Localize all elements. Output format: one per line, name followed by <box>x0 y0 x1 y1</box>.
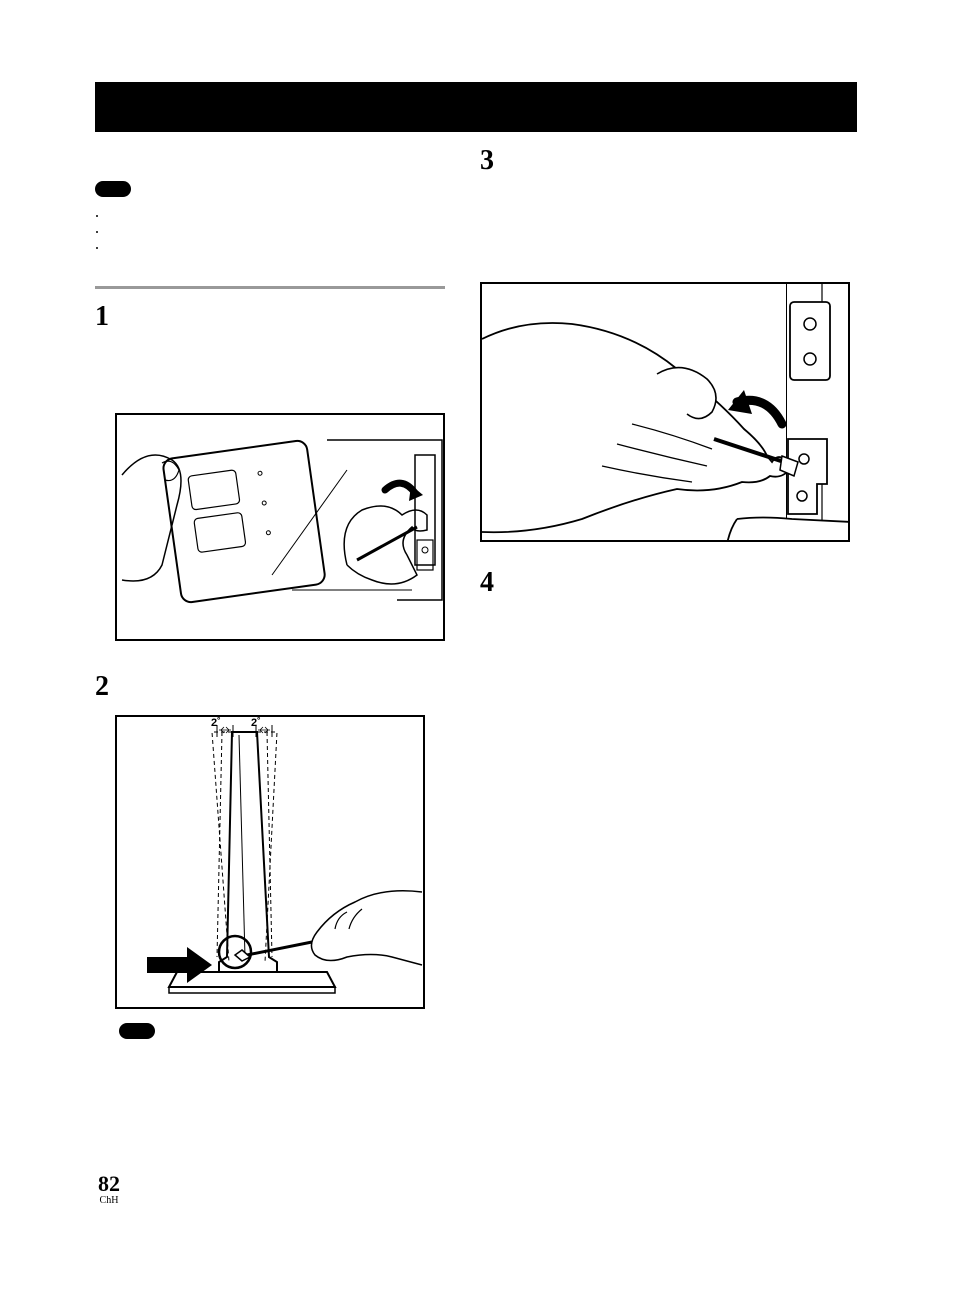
page-number: 82 ChH <box>98 1171 120 1206</box>
step-3-number: 3 <box>480 145 855 177</box>
page-number-value: 82 <box>98 1171 120 1196</box>
page-section-code: ChH <box>98 1195 120 1206</box>
step-4-number: 4 <box>480 567 855 599</box>
note-bullets <box>107 208 460 256</box>
figure-1-svg <box>117 415 445 641</box>
header-black-bar <box>95 82 857 132</box>
figure-2-angle-left: 2˚ <box>211 717 221 729</box>
gray-divider <box>95 286 445 289</box>
step-2-number: 2 <box>95 671 460 703</box>
figure-2-angle-right: 2˚ <box>251 717 261 729</box>
figure-3 <box>480 282 850 542</box>
note-badge <box>95 181 131 197</box>
figure-1 <box>115 413 445 641</box>
right-column: 3 <box>480 145 855 599</box>
figure-3-svg <box>482 284 850 542</box>
left-column: 1 <box>95 145 460 1044</box>
step-1-number: 1 <box>95 301 460 333</box>
figure-2: 2˚ 2˚ <box>115 715 425 1009</box>
figure-2-svg <box>117 717 425 1009</box>
note-badge-2 <box>119 1023 155 1039</box>
